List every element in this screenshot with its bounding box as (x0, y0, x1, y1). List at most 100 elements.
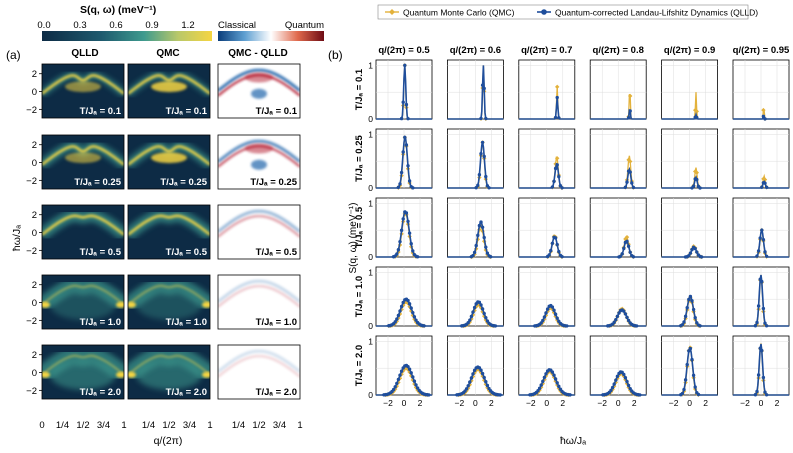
qlld-point (625, 239, 629, 243)
map-panel: T/Jₐ = 0.25 (41, 134, 125, 190)
qlld-point (756, 304, 761, 308)
line-panel: 01 (368, 59, 433, 124)
qlld-point (609, 388, 613, 393)
qlld-point (482, 235, 486, 240)
map-x-tick-label: 1 (297, 420, 302, 431)
qmc-point (555, 156, 560, 161)
map-content (42, 64, 124, 118)
map-dispersion (42, 354, 124, 376)
qlld-point (557, 174, 561, 179)
qlld-point (688, 251, 693, 255)
qlld-point (683, 314, 688, 319)
qlld-point (763, 181, 767, 185)
qlld-point (699, 255, 704, 259)
qlld-point (680, 323, 685, 327)
line-x-tick-label: −2 (597, 398, 607, 408)
line-y-axis-label: S(q, ω) (meV⁻¹) (348, 203, 359, 274)
map-x-tick-label: 1/4 (142, 420, 155, 431)
map-temperature-label: T/Jₐ = 2.0 (80, 387, 121, 398)
map-panel: T/Jₐ = 0.1 (217, 63, 301, 119)
map-y-tick-label: −2 (26, 176, 37, 187)
map-frame (127, 344, 211, 400)
qlld-point (614, 317, 618, 322)
qlld-point (552, 308, 556, 312)
line-x-tick-label: −2 (669, 398, 679, 408)
qlld-point (764, 393, 769, 397)
qlld-point (614, 378, 618, 382)
map-dispersion (128, 214, 210, 236)
qlld-point (760, 348, 764, 353)
line-panel (661, 128, 718, 190)
qlld-point (477, 300, 482, 305)
qlld-point (468, 318, 472, 322)
qmc-point (613, 380, 618, 385)
map-y-tick-label: 2 (32, 280, 37, 291)
qlld-point (404, 102, 409, 107)
map-content (218, 135, 300, 189)
qlld-point (693, 315, 697, 320)
qlld-point (696, 392, 701, 397)
qmc-point (548, 305, 553, 310)
map-temperature-label: T/Jₐ = 0.5 (256, 247, 298, 258)
qlld-point (472, 250, 477, 255)
qlld-series-line (661, 175, 718, 189)
qlld-point (628, 109, 632, 113)
line-panel (661, 197, 718, 260)
qlld-point (414, 318, 418, 322)
qlld-point (615, 374, 620, 379)
qmc-point (553, 161, 558, 167)
map-panel: T/Jₐ = 0.25 (127, 134, 211, 190)
line-legend: Quantum Monte Carlo (QMC) Quantum-correc… (377, 4, 758, 20)
qlld-point (479, 368, 483, 372)
map-content (128, 135, 210, 189)
map-dispersion (128, 74, 210, 95)
qlld-point (549, 248, 553, 253)
line-panel: 01 (368, 197, 433, 262)
line-y-tick-label: 0 (368, 114, 373, 124)
qlld-point (396, 377, 401, 382)
line-panel (661, 59, 718, 120)
line-panel (518, 59, 576, 121)
qlld-point (690, 299, 694, 303)
row-temperature-title: T/Jₐ = 1.0 (354, 276, 365, 317)
map-background (218, 275, 300, 329)
line-x-tick-label: 0 (544, 398, 549, 408)
map-edge-glow (202, 301, 210, 308)
map-y-tick-label: 2 (32, 69, 37, 80)
line-x-tick-label: 2 (560, 398, 565, 408)
map-diff-hotspot (245, 72, 273, 83)
colorbar-tick-label: 0.9 (145, 20, 158, 31)
qlld-point (479, 220, 483, 224)
qlld-point (685, 306, 689, 310)
qlld-series-line (376, 65, 432, 120)
qlld-point (553, 115, 558, 120)
map-temperature-label: T/Jₐ = 1.0 (256, 317, 297, 328)
qlld-point (691, 373, 696, 378)
qmc-point (694, 170, 699, 175)
map-diff-positive (218, 215, 300, 238)
map-y-tick-label: −2 (26, 246, 37, 257)
qlld-point (755, 389, 759, 394)
line-x-tick-label: −2 (526, 398, 536, 408)
qlld-point (480, 371, 485, 376)
map-temperature-label: T/Jₐ = 2.0 (256, 387, 297, 398)
map-y-tick-label: 2 (32, 350, 37, 361)
map-content (42, 275, 124, 329)
line-panel (589, 266, 647, 329)
qlld-point (398, 239, 402, 244)
qlld-point (631, 185, 636, 190)
map-temperature-label: T/Jₐ = 0.1 (80, 106, 122, 117)
qlld-series-line (447, 65, 504, 120)
qlld-point (628, 250, 632, 254)
qlld-point (761, 306, 766, 311)
map-temperature-label: T/Jₐ = 0.25 (74, 177, 121, 188)
qlld-series-line (376, 210, 432, 258)
qlld-point (626, 244, 631, 248)
qlld-point (399, 369, 404, 373)
map-temperature-label: T/Jₐ = 1.0 (166, 317, 207, 328)
map-content (128, 275, 210, 329)
qlld-point (557, 384, 561, 389)
map-frame (217, 134, 301, 190)
qlld-point (622, 246, 626, 251)
qlld-point (395, 381, 399, 386)
